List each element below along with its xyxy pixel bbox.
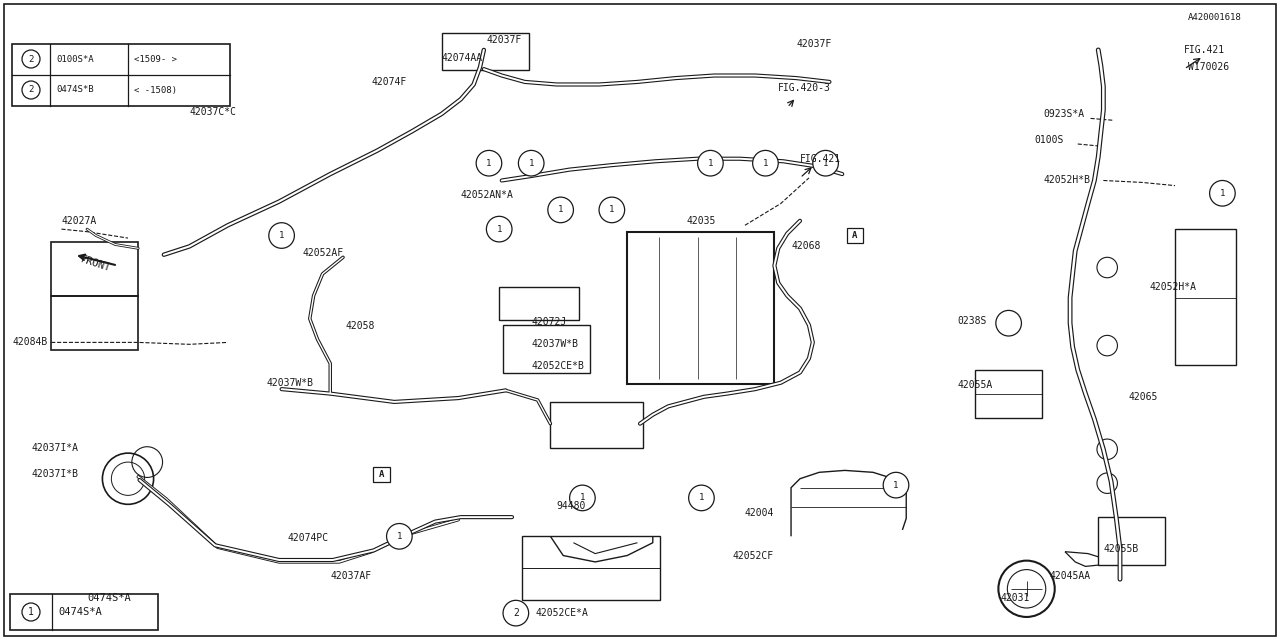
Text: 42052H*A: 42052H*A (1149, 282, 1197, 292)
Bar (442, 33, 529, 70)
Bar (1175, 229, 1236, 365)
Text: W170026: W170026 (1188, 62, 1229, 72)
Circle shape (548, 197, 573, 223)
Text: 42037I*A: 42037I*A (32, 443, 79, 453)
Text: 42052AN*A: 42052AN*A (461, 190, 513, 200)
Text: 2: 2 (28, 54, 33, 63)
Text: 1: 1 (397, 532, 402, 541)
Text: 42074PC: 42074PC (288, 532, 329, 543)
Circle shape (503, 600, 529, 626)
Circle shape (22, 50, 40, 68)
Circle shape (698, 150, 723, 176)
Text: 42084B: 42084B (13, 337, 49, 348)
Bar (10, 594, 157, 630)
Circle shape (22, 603, 40, 621)
Text: FIG.421: FIG.421 (1184, 45, 1225, 55)
Text: 42052H*B: 42052H*B (1043, 175, 1091, 186)
Text: FIG.420-3: FIG.420-3 (778, 83, 831, 93)
Text: 42068: 42068 (791, 241, 820, 252)
Text: 42037AF: 42037AF (330, 571, 371, 581)
Text: 0474S*B: 0474S*B (56, 86, 93, 95)
Text: A: A (379, 470, 384, 479)
Text: 1: 1 (28, 607, 35, 617)
Text: 1: 1 (580, 493, 585, 502)
Text: 42004: 42004 (745, 508, 774, 518)
Text: 42072J: 42072J (531, 317, 567, 327)
Text: 1: 1 (699, 493, 704, 502)
Text: 42074F: 42074F (371, 77, 407, 87)
Circle shape (570, 485, 595, 511)
Text: 42058: 42058 (346, 321, 375, 332)
Text: 0238S: 0238S (957, 316, 987, 326)
Text: 42052CF: 42052CF (732, 550, 773, 561)
Text: FRONT: FRONT (79, 254, 113, 273)
Bar (12, 44, 230, 106)
Text: 1: 1 (529, 159, 534, 168)
Text: 1: 1 (893, 481, 899, 490)
Text: 42037F: 42037F (796, 38, 832, 49)
Circle shape (22, 81, 40, 99)
Bar (627, 232, 774, 384)
Bar (1098, 517, 1165, 565)
Text: 0474S*A: 0474S*A (58, 607, 101, 617)
Text: 42037F: 42037F (486, 35, 522, 45)
Text: 42037W*B: 42037W*B (531, 339, 579, 349)
Text: 1: 1 (609, 205, 614, 214)
Bar (975, 370, 1042, 418)
Text: 2: 2 (513, 608, 518, 618)
Text: 42055B: 42055B (1103, 544, 1139, 554)
Bar (503, 325, 590, 373)
Circle shape (813, 150, 838, 176)
Text: 42045AA: 42045AA (1050, 571, 1091, 581)
Circle shape (599, 197, 625, 223)
Text: 42065: 42065 (1129, 392, 1158, 402)
Circle shape (689, 485, 714, 511)
Bar (847, 228, 863, 243)
Text: 0474S*A: 0474S*A (87, 593, 131, 604)
Text: A420001618: A420001618 (1188, 13, 1242, 22)
Text: A: A (852, 231, 858, 240)
Text: 42037I*B: 42037I*B (32, 468, 79, 479)
Text: 1: 1 (279, 231, 284, 240)
Text: 0100S: 0100S (1034, 134, 1064, 145)
Text: 42035: 42035 (686, 216, 716, 226)
Text: 42031: 42031 (1001, 593, 1030, 604)
Text: 0923S*A: 0923S*A (1043, 109, 1084, 119)
Text: 42027A: 42027A (61, 216, 97, 226)
Bar (550, 402, 643, 448)
Bar (51, 242, 138, 296)
Bar (499, 287, 579, 320)
Text: 42037C*C: 42037C*C (189, 107, 237, 117)
Text: 1: 1 (823, 159, 828, 168)
Circle shape (486, 216, 512, 242)
Circle shape (269, 223, 294, 248)
Bar (51, 296, 138, 350)
Circle shape (883, 472, 909, 498)
Text: 42074AA: 42074AA (442, 52, 483, 63)
Text: 1: 1 (763, 159, 768, 168)
Circle shape (518, 150, 544, 176)
Circle shape (753, 150, 778, 176)
Circle shape (1210, 180, 1235, 206)
Bar (522, 536, 660, 600)
Text: 42052AF: 42052AF (302, 248, 343, 258)
Text: 2: 2 (28, 86, 33, 95)
Text: 0100S*A: 0100S*A (56, 54, 93, 63)
Circle shape (476, 150, 502, 176)
Text: 42052CE*B: 42052CE*B (531, 361, 584, 371)
Text: 42037W*B: 42037W*B (266, 378, 314, 388)
Text: FIG.421: FIG.421 (800, 154, 841, 164)
Text: 42055A: 42055A (957, 380, 993, 390)
Circle shape (387, 524, 412, 549)
Text: 1: 1 (497, 225, 502, 234)
Text: 94480: 94480 (557, 500, 586, 511)
Text: 1: 1 (486, 159, 492, 168)
Bar (374, 467, 389, 483)
Text: 42052CE*A: 42052CE*A (535, 608, 588, 618)
Text: 1: 1 (1220, 189, 1225, 198)
Text: 1: 1 (558, 205, 563, 214)
Text: <1509- >: <1509- > (134, 54, 177, 63)
Text: 1: 1 (708, 159, 713, 168)
Text: < -1508): < -1508) (134, 86, 177, 95)
